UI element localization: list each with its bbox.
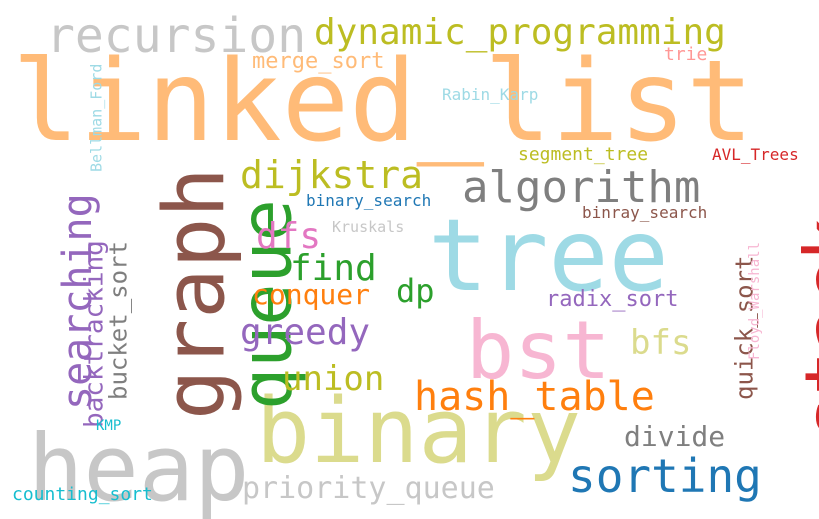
word-conquer: conquer <box>252 278 370 311</box>
word-dijkstra: dijkstra <box>240 153 423 197</box>
word-merge-sort: merge_sort <box>252 49 384 74</box>
word-find: find <box>290 248 377 289</box>
word-binary: binary <box>256 379 581 484</box>
word-floyd-warshall: Floyd_Warshall <box>747 242 763 360</box>
word-counting-sort: counting_sort <box>12 484 153 505</box>
word-quick-sort: quick_sort <box>731 256 759 401</box>
word-bst: bst <box>466 304 611 397</box>
word-trie: trie <box>664 44 707 65</box>
word-dfs: dfs <box>256 216 321 257</box>
word-tree: tree <box>428 197 669 314</box>
word-segment-tree: segment_tree <box>518 144 648 165</box>
word-hash-table: hash_table <box>414 374 655 420</box>
word-kruskals: Kruskals <box>332 218 404 236</box>
word-greedy: greedy <box>240 312 370 353</box>
word-algorithm: algorithm <box>462 162 700 213</box>
word-backtracking: backtracking <box>79 240 109 428</box>
word-queue: queue <box>226 199 308 410</box>
word-bucket-sort: bucket_sort <box>105 241 133 400</box>
word-bfs: bfs <box>630 323 691 363</box>
word-radix-sort: radix_sort <box>546 287 678 312</box>
word-linked-list: linked_list <box>12 37 754 167</box>
word-binary-search: binary_search <box>306 191 431 210</box>
word-binray-search: binray_search <box>582 203 707 222</box>
word-divide: divide <box>624 420 725 453</box>
word-stack: stack <box>790 217 819 440</box>
word-dynamic-programming: dynamic_programming <box>314 12 726 53</box>
word-union: union <box>282 359 384 399</box>
word-graph: graph <box>146 167 244 420</box>
word-priority-queue: priority_queue <box>242 471 495 506</box>
word-dp: dp <box>396 272 435 310</box>
word-recursion: recursion <box>46 8 306 64</box>
word-rabin-karp: Rabin_Karp <box>442 85 538 104</box>
word-avl-trees: AVL_Trees <box>712 145 799 164</box>
word-bellman-ford: Bellman_Ford <box>88 64 106 172</box>
word-kmp: KMP <box>96 418 121 434</box>
word-sorting: sorting <box>568 449 762 503</box>
word-searching: searching <box>55 193 101 410</box>
word-heap: heap <box>28 415 250 519</box>
